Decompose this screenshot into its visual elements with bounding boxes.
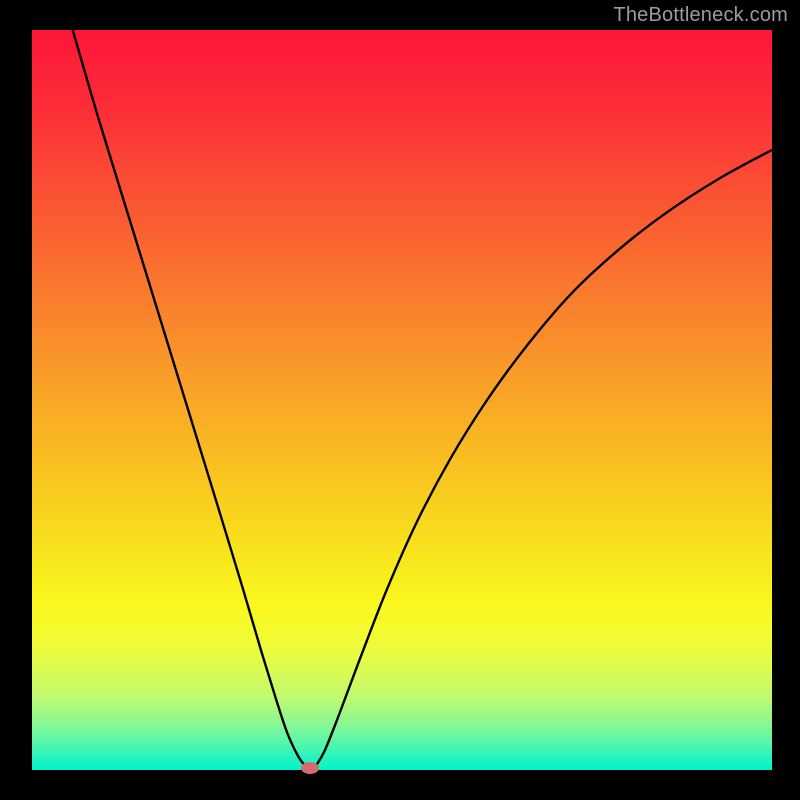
optimum-marker bbox=[301, 762, 319, 774]
gradient-and-curve bbox=[32, 30, 772, 770]
plot-frame bbox=[32, 30, 772, 770]
watermark-text: TheBottleneck.com bbox=[613, 4, 788, 27]
plot-area bbox=[32, 30, 772, 770]
